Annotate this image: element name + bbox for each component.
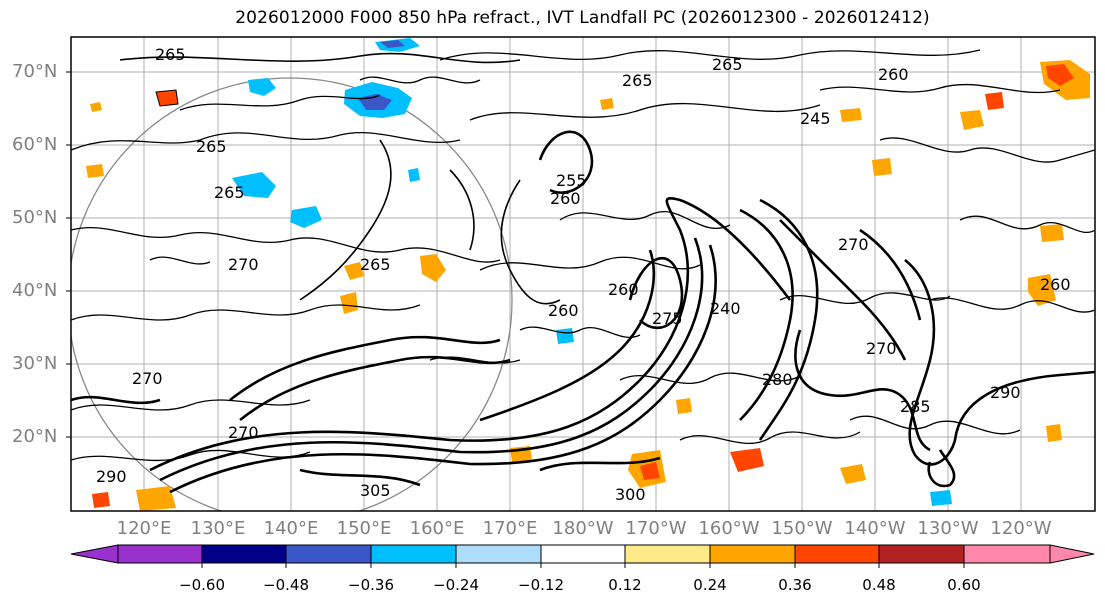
- lon-label: 120°E: [116, 518, 172, 539]
- region-circle: [71, 77, 513, 511]
- contour-label: 255: [556, 171, 587, 190]
- colorbar-tick-label: 0.12: [608, 576, 642, 594]
- lat-label: 30°N: [12, 353, 58, 374]
- colorbar-segment: [370, 544, 457, 564]
- colorbar-segment: [455, 544, 542, 564]
- contour-label: 265: [214, 183, 245, 202]
- lat-label: 60°N: [12, 134, 58, 155]
- colorbar-segment: [540, 544, 626, 564]
- lon-label: 130°E: [190, 518, 246, 539]
- lat-label: 70°N: [12, 61, 58, 82]
- thick-contours: [71, 130, 1095, 494]
- colorbar-tick-label: −0.24: [433, 576, 479, 594]
- colorbar: [70, 544, 1095, 568]
- contour-label: 260: [548, 301, 579, 320]
- colorbar-tick-label: −0.60: [179, 576, 225, 594]
- colorbar-tick-label: −0.36: [348, 576, 394, 594]
- lat-label: 50°N: [12, 207, 58, 228]
- contour-label: 270: [228, 255, 259, 274]
- contour-label: 270: [866, 339, 897, 358]
- colorbar-tick-label: 0.36: [778, 576, 812, 594]
- map-title: 2026012000 F000 850 hPa refract., IVT La…: [235, 8, 930, 28]
- contour-label: 265: [622, 71, 653, 90]
- lon-label: 160°E: [409, 518, 465, 539]
- lon-label: 140°E: [263, 518, 319, 539]
- coastline-like: [119, 52, 561, 305]
- colorbar-extend-max: [1049, 544, 1095, 564]
- contour-label: 305: [360, 481, 391, 500]
- colorbar-tick-label: 0.48: [862, 576, 896, 594]
- contour-label: 290: [990, 383, 1021, 402]
- thin-contours: [71, 49, 1095, 462]
- colorbar-segment: [285, 544, 372, 564]
- lon-label: 160°W: [698, 518, 760, 539]
- lon-label: 120°W: [990, 518, 1052, 539]
- lon-label: 150°W: [771, 518, 833, 539]
- contour-label: 300: [615, 485, 646, 504]
- colorbar-tick-label: −0.48: [263, 576, 309, 594]
- colorbar-segment: [878, 544, 965, 564]
- contour-label: 265: [360, 255, 391, 274]
- contour-label: 260: [878, 65, 909, 84]
- axis-ticks: [66, 71, 71, 438]
- colorbar-segment: [794, 544, 880, 564]
- contour-label: 270: [228, 423, 259, 442]
- contour-label: 265: [196, 137, 227, 156]
- colorbar-tick-label: 0.24: [693, 576, 727, 594]
- map-field: 265 265 260 265 265 255 260 260 270 240 …: [71, 37, 1095, 511]
- colorbar-segment: [709, 544, 796, 564]
- lon-label: 140°W: [844, 518, 906, 539]
- contour-label: 285: [900, 397, 931, 416]
- colorbar-segment: [201, 544, 287, 564]
- contour-label: 245: [800, 109, 831, 128]
- contour-label: 260: [1040, 275, 1071, 294]
- contour-label: 275: [652, 309, 683, 328]
- lon-label: 170°E: [482, 518, 538, 539]
- colorbar-segment: [624, 544, 711, 564]
- lat-label: 40°N: [12, 280, 58, 301]
- contour-label: 280: [762, 370, 793, 389]
- colorbar-segment: [117, 544, 203, 564]
- contour-label-group: 265 265 260 265 265 255 260 260 270 240 …: [96, 45, 1071, 504]
- lon-label: 180°W: [552, 518, 614, 539]
- contour-label: 270: [132, 369, 163, 388]
- lon-label: 170°W: [625, 518, 687, 539]
- contour-label: 260: [608, 280, 639, 299]
- shaded-patches: [86, 38, 1090, 511]
- contour-label: 240: [710, 299, 741, 318]
- colorbar-extend-min: [70, 544, 119, 564]
- contour-label: 260: [550, 189, 581, 208]
- lon-label: 130°W: [917, 518, 979, 539]
- contour-label: 265: [712, 55, 743, 74]
- colorbar-tick-label: 0.60: [947, 576, 981, 594]
- colorbar-tick-label: −0.12: [518, 576, 564, 594]
- colorbar-segment: [963, 544, 1051, 564]
- lat-label: 20°N: [12, 426, 58, 447]
- contour-label: 265: [155, 45, 186, 64]
- contour-label: 290: [96, 467, 127, 486]
- contour-label: 270: [838, 235, 869, 254]
- lon-label: 150°E: [336, 518, 392, 539]
- map-frame: [70, 36, 1096, 512]
